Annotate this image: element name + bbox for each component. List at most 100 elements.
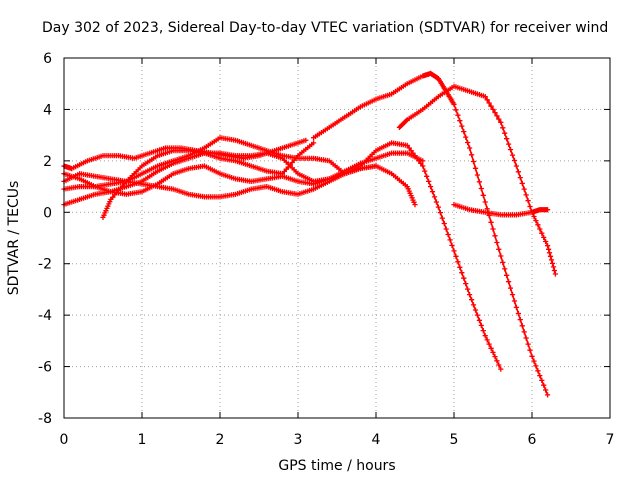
data-point-interp	[515, 169, 521, 175]
y-tick-label: 6	[43, 51, 52, 67]
x-tick-label: 3	[294, 432, 303, 448]
data-point-interp	[474, 172, 480, 178]
data-point-interp	[539, 377, 545, 383]
series-track-6	[61, 137, 309, 172]
data-point-interp	[531, 213, 537, 220]
data-point-interp	[509, 292, 516, 298]
data-point-interp	[541, 382, 547, 388]
tick-layer: 0 1 2 3 4 5 6 7 -8 -6 -4 -2 0 2 4 6	[38, 51, 614, 448]
data-point-interp	[480, 328, 486, 334]
data-point-interp	[463, 134, 469, 140]
data-point-interp	[476, 317, 482, 323]
data-point-interp	[507, 147, 514, 153]
data-point-interp	[494, 113, 500, 119]
data-point	[482, 199, 488, 205]
y-axis-label: SDTVAR / TECUs	[6, 181, 22, 296]
data-point	[303, 137, 309, 143]
data-point-interp	[494, 358, 500, 364]
y-tick-label: -8	[38, 411, 52, 427]
y-tick-label: -2	[38, 257, 52, 273]
data-point-interp	[428, 184, 434, 190]
data-point	[420, 163, 426, 169]
data-point	[513, 304, 519, 310]
data-point-interp	[463, 281, 469, 287]
data-point-interp	[506, 141, 512, 147]
series-line	[313, 72, 549, 396]
data-point-interp	[490, 226, 496, 232]
series-track-9	[451, 202, 551, 218]
data-point	[529, 353, 535, 359]
data-point-interp	[470, 302, 477, 308]
data-point-interp	[535, 222, 541, 228]
data-point	[545, 207, 551, 213]
data-point	[373, 163, 379, 169]
data-point-interp	[465, 286, 471, 292]
data-point-interp	[453, 107, 459, 113]
data-point	[451, 248, 457, 254]
data-point	[498, 366, 504, 372]
data-point	[545, 392, 551, 398]
data-point-interp	[441, 220, 447, 227]
data-point-interp	[537, 373, 543, 379]
data-point-interp	[527, 203, 533, 210]
data-point	[482, 94, 488, 100]
data-point-interp	[459, 270, 465, 276]
x-axis-label: GPS time / hours	[278, 458, 395, 474]
data-point-interp	[506, 279, 512, 285]
data-point-interp	[519, 323, 525, 329]
data-point-interp	[521, 186, 527, 192]
x-tick-label: 7	[606, 432, 615, 448]
data-point-interp	[433, 199, 439, 205]
data-point-interp	[478, 185, 484, 192]
data-point-interp	[488, 103, 494, 109]
data-point-interp	[500, 259, 506, 265]
data-point-interp	[546, 250, 553, 256]
data-point-interp	[443, 226, 449, 232]
data-point-interp	[492, 110, 498, 116]
data-point	[311, 140, 317, 146]
series-track-8	[396, 83, 558, 277]
data-point	[412, 202, 418, 208]
data-point-interp	[551, 267, 557, 274]
data-point-interp	[523, 335, 529, 341]
chart-title: Day 302 of 2023, Sidereal Day-to-day VTE…	[42, 20, 608, 36]
data-point-interp	[549, 260, 556, 266]
data-point-interp	[507, 285, 514, 291]
data-point-interp	[525, 341, 531, 347]
x-tick-label: 4	[372, 432, 381, 448]
data-point	[513, 163, 519, 169]
data-point-interp	[484, 337, 490, 343]
data-point-interp	[527, 347, 533, 353]
data-point-interp	[431, 194, 438, 200]
data-point	[435, 204, 441, 210]
data-point	[552, 271, 558, 277]
data-point-interp	[521, 329, 527, 335]
data-point-interp	[496, 116, 502, 122]
y-tick-label: -4	[38, 308, 52, 324]
data-point-interp	[486, 341, 492, 347]
data-point-interp	[465, 139, 471, 146]
data-point-interp	[517, 317, 523, 323]
y-tick-label: 4	[43, 102, 52, 118]
data-point-interp	[472, 165, 479, 171]
data-point-interp	[429, 189, 436, 195]
data-point-interp	[500, 125, 506, 131]
data-point-interp	[517, 175, 523, 181]
data-point-interp	[472, 307, 479, 313]
data-point-interp	[543, 387, 549, 393]
data-point-interp	[525, 198, 531, 204]
data-point-interp	[548, 257, 555, 263]
data-point-interp	[523, 192, 529, 198]
data-point	[467, 145, 473, 151]
x-tick-label: 6	[528, 432, 537, 448]
data-point-interp	[439, 215, 445, 221]
series-track-3	[61, 135, 504, 372]
data-point-interp	[550, 264, 557, 270]
data-point-interp	[504, 136, 510, 142]
data-point-interp	[461, 129, 467, 135]
data-point	[498, 253, 504, 259]
data-point-interp	[488, 345, 494, 351]
data-point-interp	[531, 358, 537, 364]
data-point	[498, 119, 504, 125]
